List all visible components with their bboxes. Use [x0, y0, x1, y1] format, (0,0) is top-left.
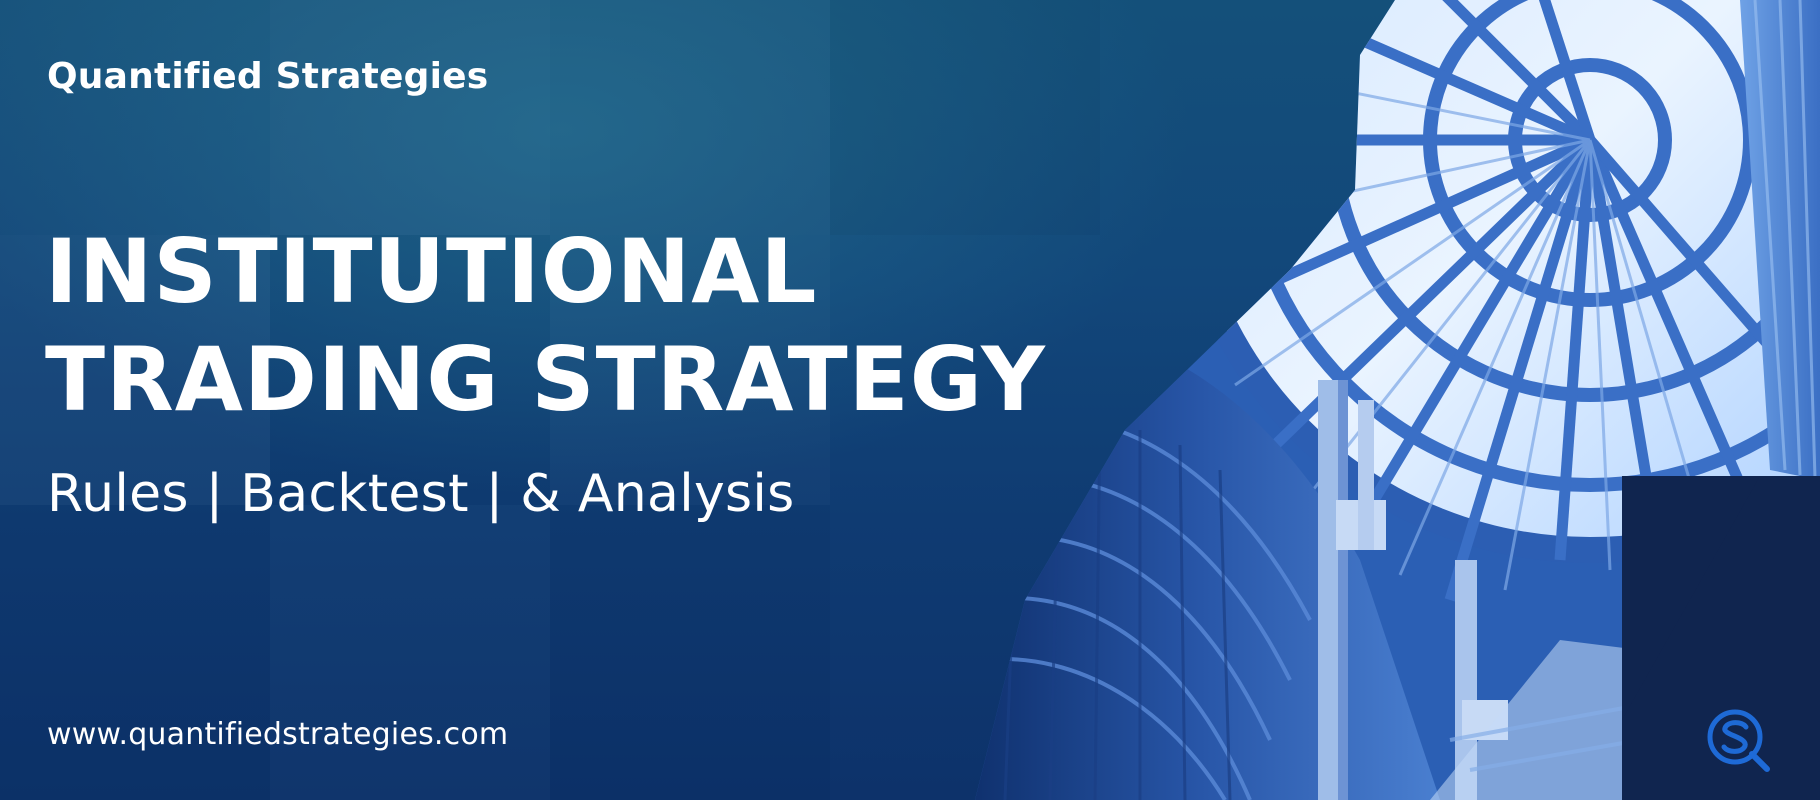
headline: INSTITUTIONAL TRADING STRATEGY [45, 218, 1046, 434]
qs-magnifier-logo-icon [1707, 709, 1770, 772]
brand-name: Quantified Strategies [47, 56, 489, 97]
subtitle: Rules | Backtest | & Analysis [47, 464, 795, 524]
headline-line-2: TRADING STRATEGY [45, 328, 1046, 431]
headline-line-1: INSTITUTIONAL [45, 220, 818, 323]
website-link[interactable]: www.quantifiedstrategies.com [47, 717, 509, 752]
